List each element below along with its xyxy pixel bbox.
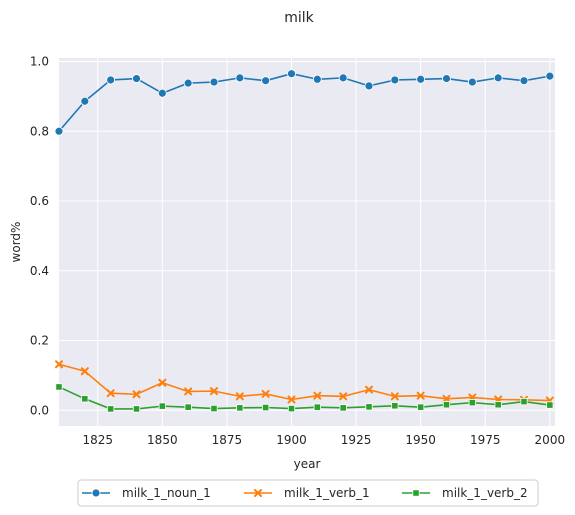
- x-tick-label: 1850: [147, 433, 178, 447]
- data-point: [545, 71, 555, 81]
- chart-title: milk: [284, 10, 314, 26]
- y-tick-label: 1.0: [30, 54, 49, 68]
- legend-marker: [412, 489, 420, 497]
- data-point: [106, 75, 116, 85]
- data-point: [313, 403, 321, 411]
- x-tick-labels: 1825 1850 1875 1900 1925 1950 1975 2000: [82, 433, 565, 447]
- legend-label: milk_1_verb_2: [442, 486, 528, 500]
- x-axis-label: year: [294, 457, 321, 471]
- data-point: [210, 387, 218, 396]
- data-point: [442, 401, 451, 409]
- series-milk_1_verb_2: [55, 383, 554, 413]
- x-tick-label: 2000: [535, 433, 566, 447]
- data-point: [209, 77, 219, 87]
- legend: milk_1_noun_1 milk_1_verb_1 milk_1_verb_2: [77, 479, 539, 507]
- data-point: [287, 395, 296, 404]
- data-point: [106, 389, 115, 398]
- legend-item: milk_1_noun_1: [82, 486, 211, 500]
- data-point: [287, 404, 296, 413]
- data-point: [236, 404, 244, 412]
- data-point: [390, 392, 399, 401]
- data-point: [55, 383, 63, 391]
- data-point: [364, 81, 374, 91]
- data-point: [287, 69, 296, 79]
- grid-lines: [59, 58, 555, 426]
- legend-label: milk_1_noun_1: [122, 486, 211, 500]
- data-point: [442, 394, 451, 403]
- data-point: [183, 78, 193, 88]
- y-tick-labels: 0.0 0.2 0.4 0.6 0.8 1.0: [30, 54, 49, 417]
- data-point: [132, 405, 141, 413]
- data-point: [261, 389, 270, 398]
- plot-area: [59, 58, 555, 426]
- data-point: [312, 74, 322, 84]
- data-point: [81, 395, 89, 403]
- data-point: [416, 391, 425, 400]
- series-layer: [54, 69, 555, 413]
- data-point: [493, 73, 503, 83]
- data-point: [365, 403, 373, 411]
- data-point: [467, 77, 477, 87]
- data-point: [519, 76, 529, 86]
- legend-frame: [77, 479, 539, 507]
- data-point: [235, 73, 245, 83]
- series-milk_1_noun_1: [54, 69, 555, 136]
- series-milk_1_verb_1: [55, 360, 554, 405]
- x-tick-label: 1950: [405, 433, 436, 447]
- data-point: [416, 74, 426, 84]
- data-point: [442, 74, 451, 83]
- y-tick-label: 0.8: [30, 124, 49, 138]
- data-point: [338, 73, 348, 83]
- data-point: [132, 74, 141, 83]
- series-line: [58, 386, 550, 410]
- data-point: [54, 126, 64, 136]
- data-point: [210, 404, 218, 413]
- data-point: [520, 397, 528, 406]
- x-tick-label: 1900: [276, 433, 307, 447]
- data-point: [494, 401, 502, 409]
- series-line: [58, 363, 550, 402]
- data-point: [417, 403, 425, 411]
- data-point: [546, 401, 554, 409]
- data-point: [313, 391, 322, 400]
- x-tick-label: 1975: [470, 433, 501, 447]
- y-axis-label: word%: [9, 222, 23, 263]
- y-tick-label: 0.2: [30, 334, 49, 348]
- x-tick-label: 1825: [82, 433, 113, 447]
- data-point: [80, 367, 89, 376]
- data-point: [158, 402, 166, 410]
- data-point: [158, 378, 167, 387]
- y-tick-label: 0.6: [30, 194, 49, 208]
- legend-item: milk_1_verb_1: [244, 486, 370, 500]
- data-point: [184, 403, 192, 411]
- legend-marker: [254, 489, 262, 497]
- legend-marker: [91, 488, 101, 498]
- y-tick-label: 0.0: [30, 403, 49, 417]
- data-point: [261, 76, 271, 86]
- data-point: [107, 405, 115, 413]
- data-point: [365, 385, 373, 394]
- data-point: [468, 399, 476, 407]
- data-point: [157, 88, 167, 98]
- legend-label: milk_1_verb_1: [284, 486, 370, 500]
- data-point: [55, 360, 63, 369]
- data-point: [262, 403, 270, 412]
- legend-item: milk_1_verb_2: [402, 486, 528, 500]
- data-point: [339, 392, 348, 401]
- x-tick-label: 1925: [341, 433, 372, 447]
- data-point: [391, 402, 399, 410]
- y-tick-label: 0.4: [30, 264, 49, 278]
- x-tick-label: 1875: [212, 433, 243, 447]
- data-point: [390, 75, 400, 85]
- data-point: [80, 96, 90, 106]
- data-point: [132, 390, 141, 399]
- data-point: [339, 404, 347, 412]
- data-point: [184, 387, 193, 396]
- data-point: [235, 392, 244, 401]
